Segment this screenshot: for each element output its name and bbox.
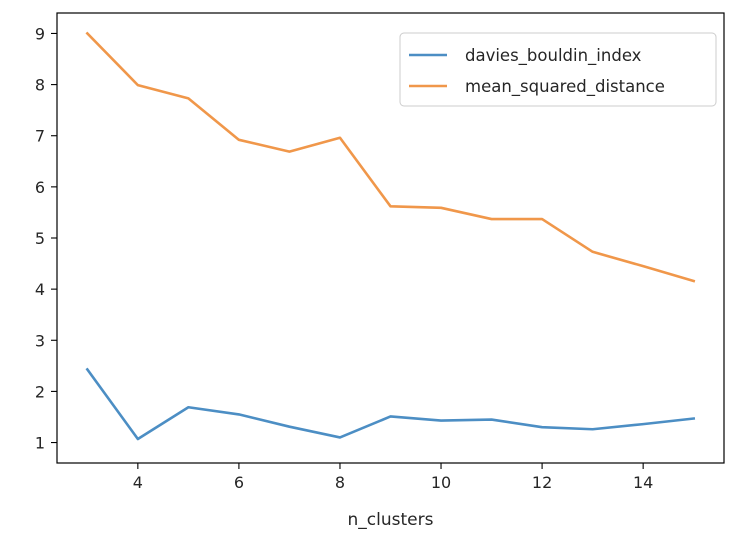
x-tick-label: 10: [431, 473, 451, 492]
y-tick-label: 3: [35, 331, 45, 350]
x-tick-label: 12: [532, 473, 552, 492]
y-tick-label: 1: [35, 434, 45, 453]
x-axis-ticks: 4 6 8 10 12 14: [133, 463, 654, 492]
y-tick-label: 5: [35, 229, 45, 248]
x-tick-label: 6: [234, 473, 244, 492]
series-line-davies-bouldin-index: [87, 369, 693, 439]
y-tick-label: 2: [35, 382, 45, 401]
legend: davies_bouldin_index mean_squared_distanc…: [400, 33, 716, 106]
x-axis-label: n_clusters: [348, 510, 434, 530]
x-tick-label: 4: [133, 473, 143, 492]
x-tick-label: 8: [335, 473, 345, 492]
y-tick-label: 9: [35, 24, 45, 43]
legend-label: mean_squared_distance: [465, 77, 665, 97]
legend-label: davies_bouldin_index: [465, 46, 642, 66]
y-tick-label: 6: [35, 178, 45, 197]
y-tick-label: 4: [35, 280, 45, 299]
y-axis-ticks: 1 2 3 4 5 6 7 8 9: [35, 24, 57, 452]
y-tick-label: 7: [35, 127, 45, 146]
x-tick-label: 14: [633, 473, 653, 492]
y-tick-label: 8: [35, 76, 45, 95]
